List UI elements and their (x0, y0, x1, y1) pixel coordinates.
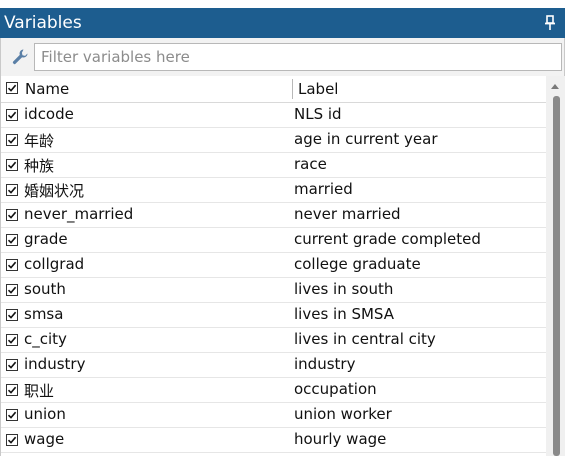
variable-checkbox[interactable] (6, 234, 18, 246)
variable-row[interactable]: c_city lives in central city (1, 328, 546, 353)
variable-row[interactable]: collgrad college graduate (1, 253, 546, 278)
variable-row[interactable]: wage hourly wage (1, 428, 546, 453)
variable-row[interactable]: 职业 occupation (1, 378, 546, 403)
wrench-icon[interactable] (10, 47, 30, 67)
variable-label: lives in SMSA (294, 305, 394, 323)
variable-label: occupation (294, 380, 377, 398)
variable-checkbox[interactable] (6, 359, 18, 371)
variable-checkbox[interactable] (6, 159, 18, 171)
variables-table: Name Label idcode NLS id 年龄 age in current … (0, 76, 565, 456)
column-header-name[interactable]: Name (25, 80, 70, 98)
filter-bar (0, 38, 565, 76)
variable-checkbox[interactable] (6, 334, 18, 346)
variable-label: NLS id (294, 105, 342, 123)
variable-label: college graduate (294, 255, 421, 273)
variable-list: idcode NLS id 年龄 age in current year 种族 race 婚… (1, 103, 546, 453)
variable-row[interactable]: never_married never married (1, 203, 546, 228)
filter-variables-input[interactable] (34, 43, 562, 71)
variable-label: hourly wage (294, 430, 387, 448)
variable-checkbox[interactable] (6, 134, 18, 146)
variable-checkbox[interactable] (6, 309, 18, 321)
variable-name: grade (24, 230, 68, 248)
column-divider[interactable] (292, 79, 293, 99)
variable-name: 种族 (24, 157, 55, 175)
variable-label: industry (294, 355, 356, 373)
variable-row[interactable]: industry industry (1, 353, 546, 378)
variable-name: industry (24, 355, 86, 373)
variable-row[interactable]: 年龄 age in current year (1, 128, 546, 153)
variable-name: union (24, 405, 66, 423)
variable-checkbox[interactable] (6, 209, 18, 221)
variable-row[interactable]: 种族 race (1, 153, 546, 178)
vertical-scrollbar[interactable] (546, 76, 565, 456)
variable-label: lives in south (294, 280, 394, 298)
scroll-up-arrow-icon[interactable] (551, 84, 559, 89)
variable-label: married (294, 180, 353, 198)
variable-name: wage (24, 430, 65, 448)
variable-label: race (294, 155, 327, 173)
variable-name: 年龄 (24, 132, 55, 150)
variable-label: union worker (294, 405, 392, 423)
variable-name: collgrad (24, 255, 85, 273)
variable-row[interactable]: grade current grade completed (1, 228, 546, 253)
variable-label: current grade completed (294, 230, 481, 248)
variable-label: age in current year (294, 130, 438, 148)
variable-name: never_married (24, 205, 134, 223)
variable-checkbox[interactable] (6, 434, 18, 446)
panel-title: Variables (4, 13, 82, 33)
variable-checkbox[interactable] (6, 409, 18, 421)
variable-name: idcode (24, 105, 74, 123)
variable-label: lives in central city (294, 330, 436, 348)
panel-title-bar: Variables (0, 8, 565, 38)
select-all-checkbox[interactable] (6, 82, 18, 94)
table-header: Name Label (1, 76, 546, 103)
variable-row[interactable]: 婚姻状况 married (1, 178, 546, 203)
variable-name: 职业 (24, 382, 55, 400)
column-header-label[interactable]: Label (298, 80, 339, 98)
variable-checkbox[interactable] (6, 109, 18, 121)
variable-checkbox[interactable] (6, 184, 18, 196)
variable-row[interactable]: smsa lives in SMSA (1, 303, 546, 328)
variable-label: never married (294, 205, 401, 223)
variable-checkbox[interactable] (6, 259, 18, 271)
variable-checkbox[interactable] (6, 384, 18, 396)
variable-name: smsa (24, 305, 64, 323)
variable-row[interactable]: union union worker (1, 403, 546, 428)
variable-row[interactable]: idcode NLS id (1, 103, 546, 128)
variable-checkbox[interactable] (6, 284, 18, 296)
variable-name: 婚姻状况 (24, 182, 85, 200)
scrollbar-thumb[interactable] (553, 96, 560, 456)
variable-name: south (24, 280, 66, 298)
variable-name: c_city (24, 330, 67, 348)
pin-icon[interactable] (543, 14, 557, 32)
variable-row[interactable]: south lives in south (1, 278, 546, 303)
